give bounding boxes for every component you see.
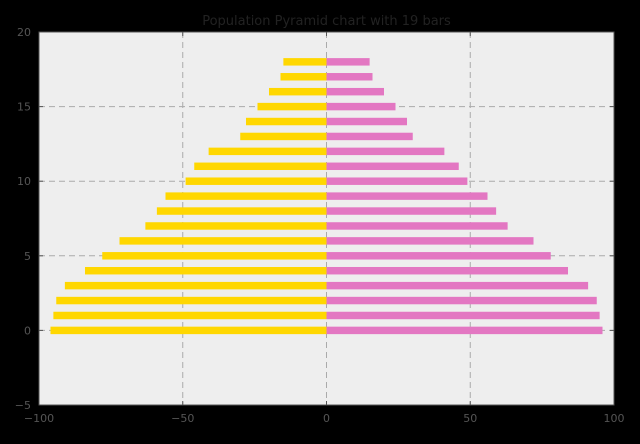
x-tick-label: −50: [171, 412, 194, 425]
bar-layer: [50, 58, 603, 335]
bar-left: [246, 117, 327, 126]
y-tick-label: 15: [17, 101, 31, 114]
bar-right: [326, 117, 407, 126]
bar-left: [53, 311, 327, 320]
y-tick-label: 10: [17, 175, 31, 188]
bar-right: [326, 296, 597, 305]
bar-right: [326, 252, 551, 260]
bar-right: [326, 207, 497, 215]
bar-left: [280, 73, 327, 81]
bar-left: [145, 222, 327, 230]
y-tick-label: 5: [24, 250, 31, 263]
bar-left: [119, 237, 327, 245]
bar-right: [326, 311, 600, 320]
bar-right: [326, 192, 488, 200]
bar-left: [269, 87, 327, 96]
bar-right: [326, 73, 373, 81]
bar-left: [283, 58, 327, 66]
bar-left: [165, 192, 327, 200]
bar-right: [326, 237, 534, 245]
bar-right: [326, 281, 589, 290]
y-tick-label: 20: [17, 26, 31, 39]
bar-right: [326, 162, 459, 171]
bar-right: [326, 102, 396, 111]
x-tick-label: 100: [604, 412, 625, 425]
bar-left: [85, 266, 327, 275]
bar-right: [326, 222, 508, 230]
y-tick-label: 0: [24, 324, 31, 337]
x-tick-label: −100: [24, 412, 54, 425]
bar-left: [208, 147, 327, 156]
bar-left: [102, 252, 327, 260]
y-tick-label: −5: [15, 399, 31, 412]
x-tick-label: 0: [323, 412, 330, 425]
bar-left: [156, 207, 327, 215]
bar-left: [194, 162, 327, 171]
bar-right: [326, 147, 445, 156]
bar-left: [257, 102, 327, 111]
bar-left: [240, 132, 327, 141]
x-tick-label: 50: [463, 412, 477, 425]
bar-right: [326, 266, 568, 275]
bar-left: [56, 296, 327, 305]
bar-left: [64, 281, 327, 290]
bar-right: [326, 87, 384, 96]
bar-right: [326, 58, 370, 66]
bar-left: [50, 326, 327, 335]
bar-right: [326, 177, 468, 185]
chart-title: Population Pyramid chart with 19 bars: [202, 14, 451, 29]
bar-right: [326, 132, 413, 141]
bar-right: [326, 326, 603, 335]
bar-left: [185, 177, 327, 185]
